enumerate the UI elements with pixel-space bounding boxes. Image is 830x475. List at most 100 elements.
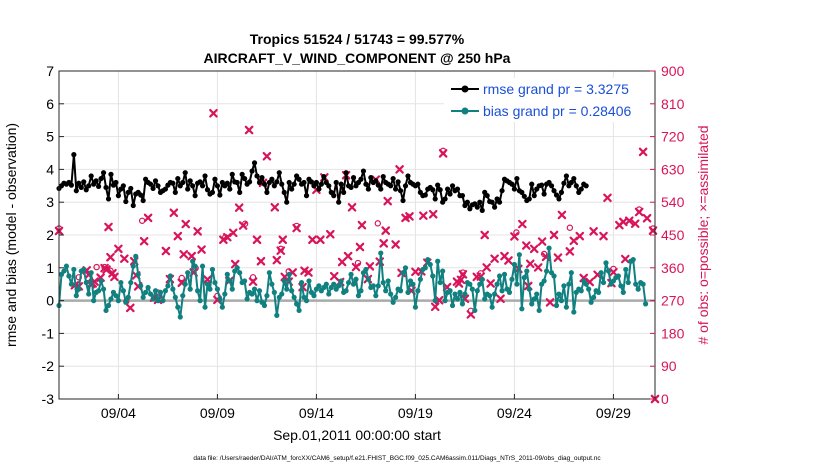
- series-point-bias: [561, 283, 567, 289]
- right-tick-label: 900: [661, 63, 685, 79]
- series-point-rmse: [531, 193, 537, 199]
- series-point-bias: [506, 289, 513, 295]
- obs-assimilated-stroke: [108, 268, 117, 278]
- series-point-rmse: [289, 186, 295, 192]
- obs-assimilated-marker: [276, 246, 286, 255]
- obs-assimilated-stroke: [391, 240, 400, 249]
- obs-assimilated-stroke: [624, 216, 634, 226]
- obs-assimilated-marker: [565, 247, 575, 256]
- series-point-rmse: [261, 181, 268, 187]
- series-point-bias: [482, 296, 488, 302]
- obs-assimilated-stroke: [125, 303, 135, 313]
- series-point-bias: [516, 252, 522, 258]
- obs-assimilated-marker: [316, 235, 325, 245]
- obs-assimilated-stroke: [575, 231, 585, 241]
- obs-assimilated-stroke: [262, 151, 272, 161]
- right-tick-label: 180: [661, 325, 685, 341]
- series-point-bias: [543, 268, 550, 274]
- obs-assimilated-stroke: [482, 263, 491, 272]
- right-tick-label: 0: [661, 391, 669, 407]
- obs-assimilated-marker: [486, 279, 495, 288]
- obs-assimilated-stroke: [609, 267, 618, 277]
- left-tick-label: 1: [46, 260, 54, 276]
- series-point-bias: [625, 279, 631, 286]
- obs-assimilated-stroke: [620, 254, 630, 264]
- series-point-bias: [442, 298, 448, 304]
- series-point-bias: [618, 283, 624, 289]
- series-point-rmse: [415, 181, 421, 187]
- series-point-bias: [214, 286, 221, 292]
- series-point-bias: [390, 299, 396, 305]
- series-point-rmse: [192, 193, 198, 199]
- obs-assimilated-marker: [642, 213, 652, 223]
- series-point-rmse: [256, 179, 263, 186]
- legend-box: [444, 78, 650, 122]
- series-point-bias: [264, 293, 270, 299]
- series-point-bias: [536, 307, 542, 314]
- series-point-rmse: [155, 183, 161, 189]
- series-point-bias: [138, 283, 144, 289]
- series-point-bias: [222, 291, 228, 297]
- series-point-bias: [76, 286, 82, 292]
- obs-assimilated-marker: [575, 231, 585, 241]
- series-point-rmse: [521, 193, 527, 199]
- obs-assimilated-stroke: [355, 242, 365, 252]
- series-point-rmse: [556, 196, 562, 202]
- series-point-rmse: [296, 176, 302, 182]
- legend-marker-bias: [461, 107, 469, 115]
- obs-assimilated-stroke: [228, 228, 238, 238]
- series-point-bias: [447, 288, 453, 294]
- series-point-rmse: [76, 180, 82, 186]
- series-point-bias: [595, 289, 602, 295]
- series-point-bias: [81, 266, 87, 273]
- obs-assimilated-stroke: [244, 125, 254, 135]
- right-tick-label: 810: [661, 96, 685, 112]
- series-point-rmse: [380, 174, 386, 180]
- series-point-bias: [501, 271, 508, 277]
- series-point-rmse: [180, 179, 186, 186]
- left-tick-label: -2: [42, 358, 55, 374]
- series-point-bias: [422, 265, 428, 271]
- obs-assimilated-stroke: [106, 252, 115, 262]
- series-point-bias: [229, 286, 235, 292]
- series-point-bias: [343, 288, 349, 294]
- series-point-rmse: [378, 186, 384, 192]
- series-point-bias: [511, 261, 518, 268]
- obs-assimilated-stroke: [619, 217, 628, 227]
- series-point-rmse: [217, 192, 223, 198]
- series-point-bias: [316, 283, 322, 289]
- obs-assimilated-stroke: [466, 310, 476, 319]
- series-point-bias: [534, 291, 540, 297]
- x-axis-label: Sep.01,2011 00:00:00 start: [273, 427, 441, 443]
- series-point-bias: [182, 281, 188, 287]
- obs-assimilated-stroke: [177, 278, 187, 288]
- series-point-rmse: [422, 192, 428, 198]
- obs-assimilated-marker: [357, 220, 367, 230]
- series-point-bias: [633, 281, 639, 287]
- obs-assimilated-stroke: [419, 211, 428, 220]
- obs-possible-marker: [93, 263, 100, 271]
- series-point-rmse: [333, 179, 339, 186]
- obs-assimilated-marker: [343, 251, 353, 261]
- obs-assimilated-marker: [272, 255, 282, 265]
- obs-assimilated-stroke: [603, 193, 612, 203]
- obs-possible-marker: [249, 274, 257, 281]
- obs-assimilated-marker: [518, 219, 527, 229]
- obs-assimilated-stroke: [143, 213, 153, 223]
- obs-assimilated-marker: [161, 246, 171, 256]
- series-point-rmse: [251, 160, 258, 166]
- obs-assimilated-marker: [347, 203, 357, 212]
- series-point-rmse: [484, 193, 490, 199]
- right-axis-label: # of obs: o=possible; ×=assimilated: [695, 125, 711, 344]
- obs-assimilated-stroke: [308, 235, 317, 245]
- series-point-bias: [118, 279, 124, 286]
- series-point-bias: [251, 286, 258, 292]
- series-point-bias: [135, 271, 141, 277]
- series-point-rmse: [551, 188, 557, 194]
- obs-assimilated-stroke: [599, 231, 608, 241]
- series-point-rmse: [430, 187, 436, 193]
- series-point-bias: [296, 307, 302, 314]
- series-point-bias: [524, 268, 530, 274]
- obs-assimilated-marker: [181, 219, 191, 229]
- series-point-rmse: [363, 181, 369, 187]
